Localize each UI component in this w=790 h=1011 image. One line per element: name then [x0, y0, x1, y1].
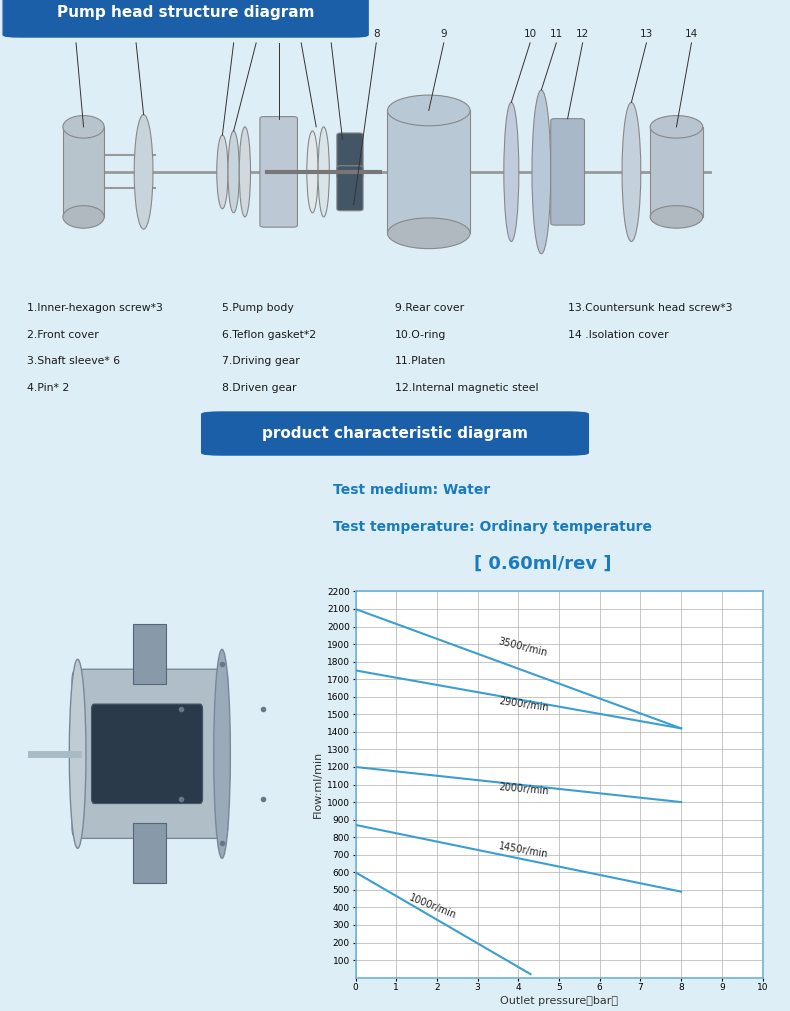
FancyBboxPatch shape: [337, 166, 363, 210]
Text: 12: 12: [576, 28, 589, 38]
FancyBboxPatch shape: [337, 133, 363, 178]
FancyBboxPatch shape: [3, 0, 368, 37]
Text: 10.O-ring: 10.O-ring: [395, 330, 446, 340]
Bar: [63, 126, 104, 217]
Text: 2: 2: [133, 28, 139, 38]
Text: 5: 5: [276, 28, 282, 38]
Text: 7: 7: [328, 28, 334, 38]
Ellipse shape: [504, 102, 519, 242]
Text: 11: 11: [550, 28, 563, 38]
Ellipse shape: [387, 95, 470, 125]
Text: Pump head structure diagram: Pump head structure diagram: [57, 5, 314, 20]
Text: 5.Pump body: 5.Pump body: [223, 303, 294, 312]
Ellipse shape: [214, 649, 231, 858]
Text: [ 0.60ml/rev ]: [ 0.60ml/rev ]: [475, 555, 612, 572]
Text: 2.Front cover: 2.Front cover: [27, 330, 99, 340]
Bar: [134, 823, 167, 884]
Ellipse shape: [318, 126, 329, 217]
Bar: [650, 126, 703, 217]
Text: 1450r/min: 1450r/min: [498, 841, 549, 860]
Text: 1: 1: [73, 28, 79, 38]
Text: 3.Shaft sleeve* 6: 3.Shaft sleeve* 6: [27, 356, 120, 366]
Text: 12.Internal magnetic steel: 12.Internal magnetic steel: [395, 383, 539, 392]
Ellipse shape: [63, 205, 104, 228]
Ellipse shape: [70, 659, 86, 848]
Ellipse shape: [134, 114, 153, 229]
Text: 9.Rear cover: 9.Rear cover: [395, 303, 465, 312]
Ellipse shape: [622, 102, 641, 242]
FancyBboxPatch shape: [551, 118, 585, 225]
Ellipse shape: [63, 115, 104, 139]
Text: 2900r/min: 2900r/min: [498, 696, 549, 713]
Text: 13: 13: [640, 28, 653, 38]
Text: 14 .Isolation cover: 14 .Isolation cover: [567, 330, 668, 340]
FancyBboxPatch shape: [201, 412, 589, 455]
FancyBboxPatch shape: [72, 669, 228, 838]
Text: 6.Teflon gasket*2: 6.Teflon gasket*2: [223, 330, 317, 340]
Text: Test medium: Water: Test medium: Water: [333, 483, 491, 496]
Ellipse shape: [216, 135, 228, 208]
Text: 7.Driving gear: 7.Driving gear: [223, 356, 300, 366]
Text: 4: 4: [253, 28, 259, 38]
Text: 1.Inner-hexagon screw*3: 1.Inner-hexagon screw*3: [27, 303, 163, 312]
Text: Test temperature: Ordinary temperature: Test temperature: Ordinary temperature: [333, 520, 653, 534]
Text: 8.Driven gear: 8.Driven gear: [223, 383, 297, 392]
FancyBboxPatch shape: [260, 116, 297, 227]
Text: 10: 10: [524, 28, 536, 38]
Bar: [388, 110, 470, 234]
Text: 11.Platen: 11.Platen: [395, 356, 446, 366]
Ellipse shape: [307, 130, 318, 213]
Text: 13.Countersunk head screw*3: 13.Countersunk head screw*3: [567, 303, 732, 312]
Text: 3: 3: [231, 28, 237, 38]
Ellipse shape: [532, 90, 551, 254]
Text: 8: 8: [373, 28, 379, 38]
FancyBboxPatch shape: [92, 704, 202, 804]
Ellipse shape: [650, 205, 703, 228]
Ellipse shape: [650, 115, 703, 139]
Text: 6: 6: [298, 28, 304, 38]
Ellipse shape: [387, 218, 470, 249]
Text: 1000r/min: 1000r/min: [408, 893, 458, 921]
Ellipse shape: [228, 130, 239, 213]
Text: 9: 9: [441, 28, 447, 38]
Ellipse shape: [239, 126, 250, 217]
Bar: [134, 625, 167, 684]
X-axis label: Outlet pressure（bar）: Outlet pressure（bar）: [500, 997, 618, 1006]
Text: product characteristic diagram: product characteristic diagram: [262, 426, 528, 441]
Text: 3500r/min: 3500r/min: [498, 636, 549, 658]
Text: 14: 14: [685, 28, 698, 38]
Text: 2000r/min: 2000r/min: [498, 782, 549, 797]
Y-axis label: Flow:ml/min: Flow:ml/min: [313, 751, 323, 818]
Text: 4.Pin* 2: 4.Pin* 2: [27, 383, 70, 392]
